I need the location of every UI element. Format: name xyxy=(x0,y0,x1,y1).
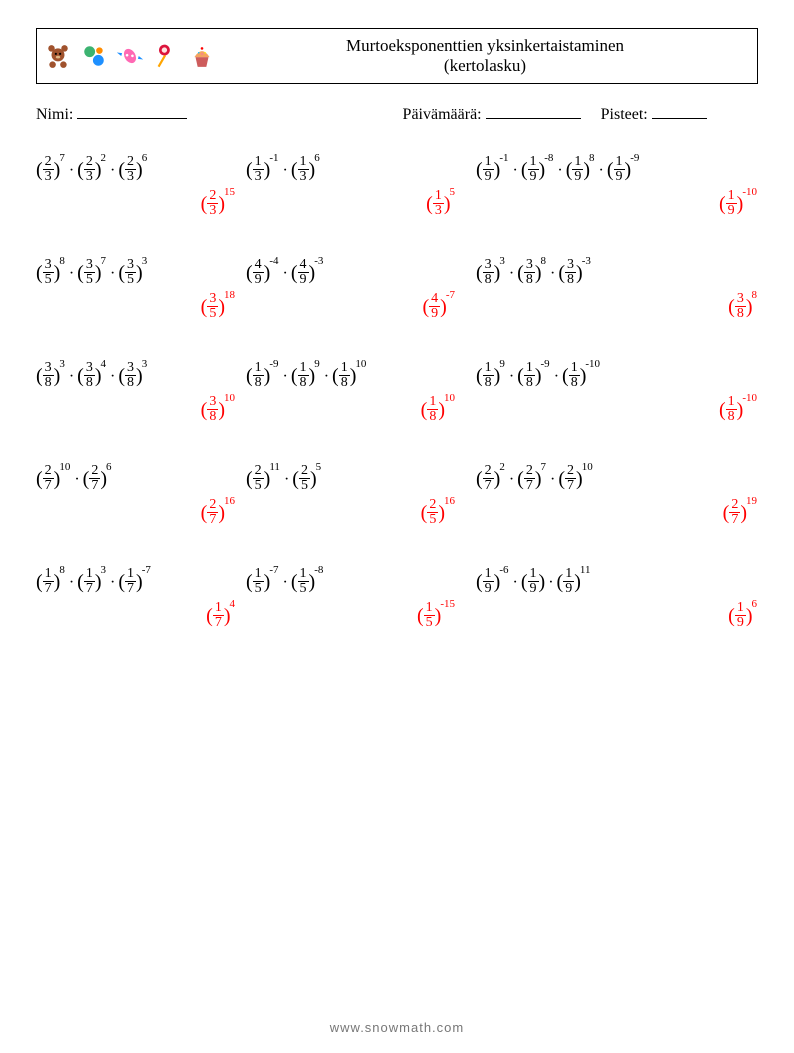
problem-cell: (19)-1·(19)-8·(19)8·(19)-9(19)-10 xyxy=(476,156,758,185)
problem-cell: (38)3·(38)8·(38)-3(38)8 xyxy=(476,259,758,288)
date-label: Päivämäärä: xyxy=(403,106,482,123)
header-box: Murtoeksponenttien yksinkertaistaminen (… xyxy=(36,28,758,84)
answer-expression: (19)-10 xyxy=(719,190,758,219)
problem-expression: (25)11·(25)5 xyxy=(246,465,476,494)
problem-row: (17)8·(17)3·(17)-7(17)4(15)-7·(15)-8(15)… xyxy=(36,568,758,597)
problem-expression: (49)-4·(49)-3 xyxy=(246,259,476,288)
problem-cell: (18)-9·(18)9·(18)10(18)10 xyxy=(246,362,476,391)
problem-expression: (27)10·(27)6 xyxy=(36,465,246,494)
problem-grid: (23)7·(23)2·(23)6(23)15(13)-1·(13)6(13)5… xyxy=(36,156,758,597)
cupcake-icon xyxy=(189,43,215,69)
answer-expression: (38)10 xyxy=(201,396,236,425)
problem-cell: (38)3·(38)4·(38)3(38)10 xyxy=(36,362,246,391)
problem-expression: (27)2·(27)7·(27)10 xyxy=(476,465,758,494)
problem-row: (38)3·(38)4·(38)3(38)10(18)-9·(18)9·(18)… xyxy=(36,362,758,391)
problem-cell: (25)11·(25)5(25)16 xyxy=(246,465,476,494)
problem-cell: (15)-7·(15)-8(15)-15 xyxy=(246,568,476,597)
marbles-icon xyxy=(81,43,107,69)
problem-expression: (17)8·(17)3·(17)-7 xyxy=(36,568,246,597)
info-row: Nimi: Päivämäärä: Pisteet: xyxy=(36,102,758,124)
answer-expression: (27)16 xyxy=(201,499,236,528)
name-label: Nimi: xyxy=(36,106,73,123)
problem-expression: (38)3·(38)4·(38)3 xyxy=(36,362,246,391)
icon-strip xyxy=(37,43,223,69)
problem-cell: (27)2·(27)7·(27)10(27)19 xyxy=(476,465,758,494)
footer-text: www.snowmath.com xyxy=(0,1020,794,1035)
problem-cell: (23)7·(23)2·(23)6(23)15 xyxy=(36,156,246,185)
problem-expression: (23)7·(23)2·(23)6 xyxy=(36,156,246,185)
answer-expression: (17)4 xyxy=(206,602,236,631)
problem-cell: (17)8·(17)3·(17)-7(17)4 xyxy=(36,568,246,597)
answer-expression: (15)-15 xyxy=(417,602,456,631)
answer-expression: (27)19 xyxy=(723,499,758,528)
score-label: Pisteet: xyxy=(601,106,648,123)
problem-row: (35)8·(35)7·(35)3(35)18(49)-4·(49)-3(49)… xyxy=(36,259,758,288)
problem-row: (23)7·(23)2·(23)6(23)15(13)-1·(13)6(13)5… xyxy=(36,156,758,185)
worksheet-title: Murtoeksponenttien yksinkertaistaminen (… xyxy=(223,36,757,77)
lollipop-icon xyxy=(153,43,179,69)
problem-expression: (19)-1·(19)-8·(19)8·(19)-9 xyxy=(476,156,758,185)
problem-expression: (38)3·(38)8·(38)-3 xyxy=(476,259,758,288)
title-line-2: (kertolasku) xyxy=(223,56,747,76)
problem-expression: (18)9·(18)-9·(18)-10 xyxy=(476,362,758,391)
answer-expression: (38)8 xyxy=(728,293,758,322)
problem-expression: (19)-6·(19)·(19)11 xyxy=(476,568,758,597)
problem-expression: (35)8·(35)7·(35)3 xyxy=(36,259,246,288)
answer-expression: (25)16 xyxy=(421,499,456,528)
problem-cell: (19)-6·(19)·(19)11(19)6 xyxy=(476,568,758,597)
problem-expression: (15)-7·(15)-8 xyxy=(246,568,476,597)
answer-expression: (49)-7 xyxy=(422,293,456,322)
problem-cell: (13)-1·(13)6(13)5 xyxy=(246,156,476,185)
answer-expression: (23)15 xyxy=(201,190,236,219)
problem-cell: (49)-4·(49)-3(49)-7 xyxy=(246,259,476,288)
answer-expression: (13)5 xyxy=(426,190,456,219)
answer-expression: (35)18 xyxy=(201,293,236,322)
problem-cell: (35)8·(35)7·(35)3(35)18 xyxy=(36,259,246,288)
score-blank xyxy=(652,102,707,119)
problem-expression: (13)-1·(13)6 xyxy=(246,156,476,185)
date-blank xyxy=(486,102,581,119)
answer-expression: (18)-10 xyxy=(719,396,758,425)
name-blank xyxy=(77,102,187,119)
candy-icon xyxy=(117,43,143,69)
problem-cell: (27)10·(27)6(27)16 xyxy=(36,465,246,494)
teddy-icon xyxy=(45,43,71,69)
problem-row: (27)10·(27)6(27)16(25)11·(25)5(25)16(27)… xyxy=(36,465,758,494)
problem-cell: (18)9·(18)-9·(18)-10(18)-10 xyxy=(476,362,758,391)
answer-expression: (18)10 xyxy=(421,396,456,425)
answer-expression: (19)6 xyxy=(728,602,758,631)
title-line-1: Murtoeksponenttien yksinkertaistaminen xyxy=(346,36,624,55)
problem-expression: (18)-9·(18)9·(18)10 xyxy=(246,362,476,391)
